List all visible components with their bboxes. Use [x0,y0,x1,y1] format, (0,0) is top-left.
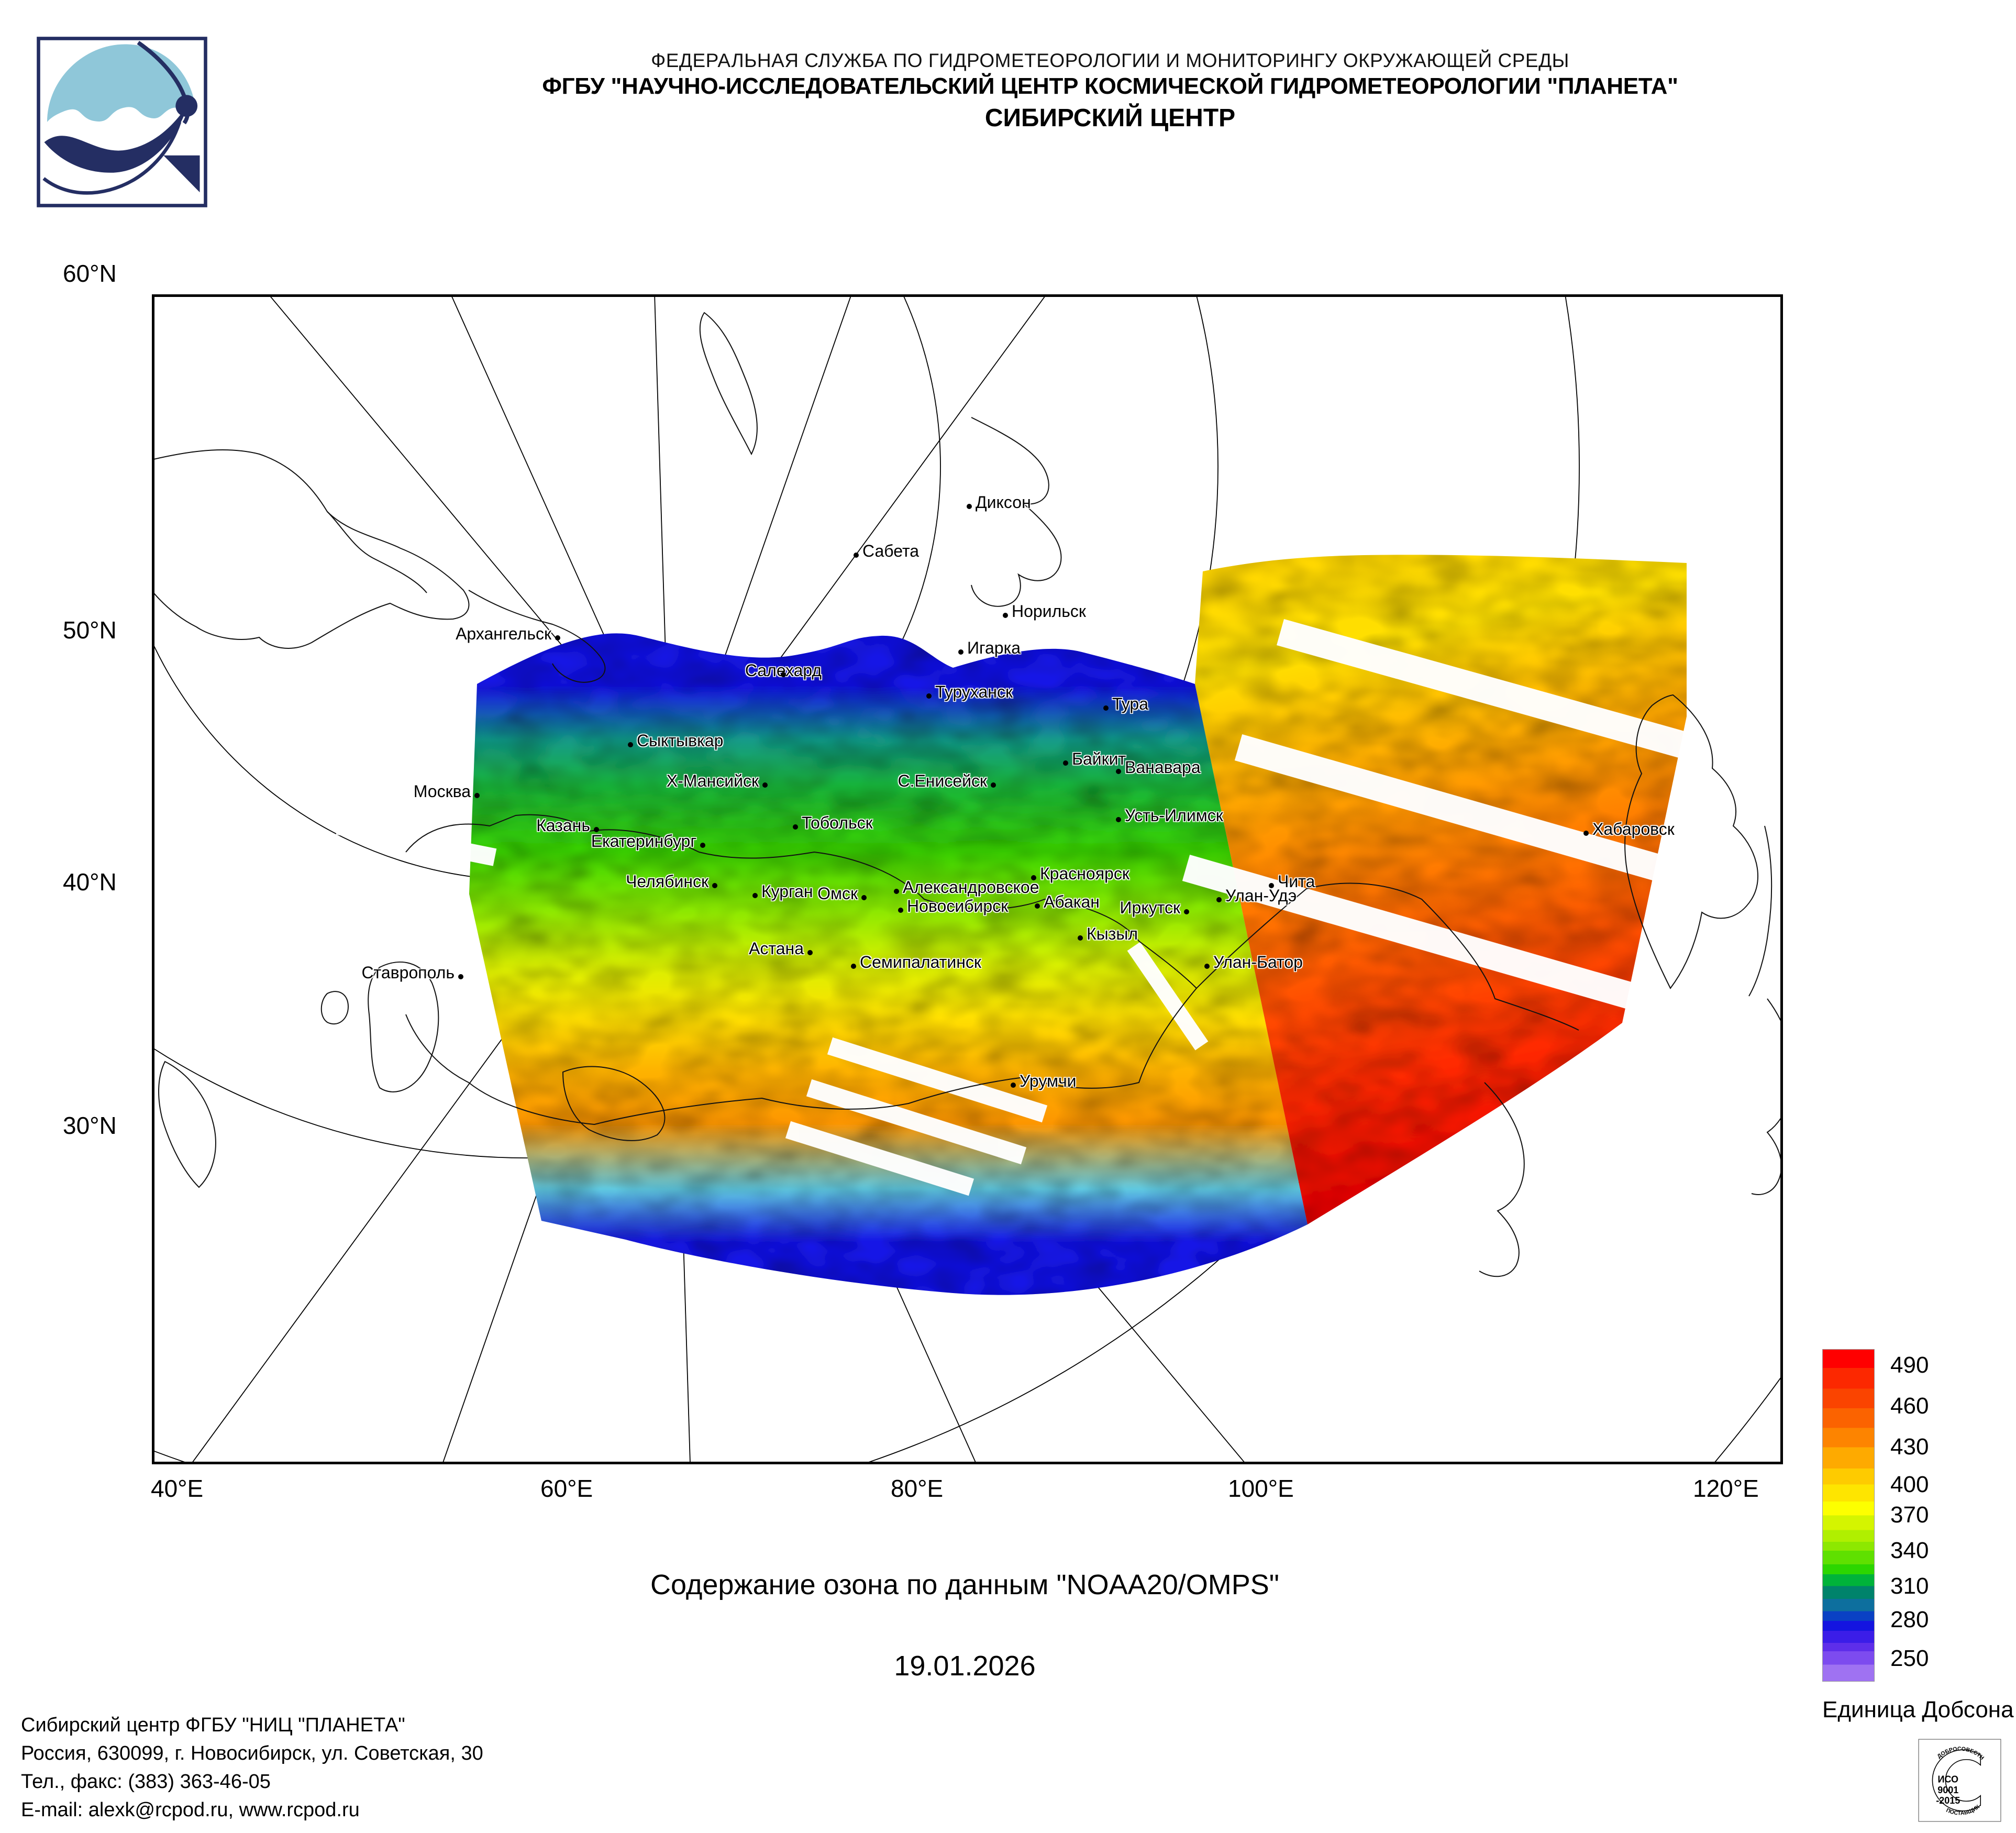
svg-text:ИСО: ИСО [1937,1774,1958,1785]
svg-text:-2015: -2015 [1936,1795,1960,1806]
svg-text:9001: 9001 [1937,1785,1958,1795]
